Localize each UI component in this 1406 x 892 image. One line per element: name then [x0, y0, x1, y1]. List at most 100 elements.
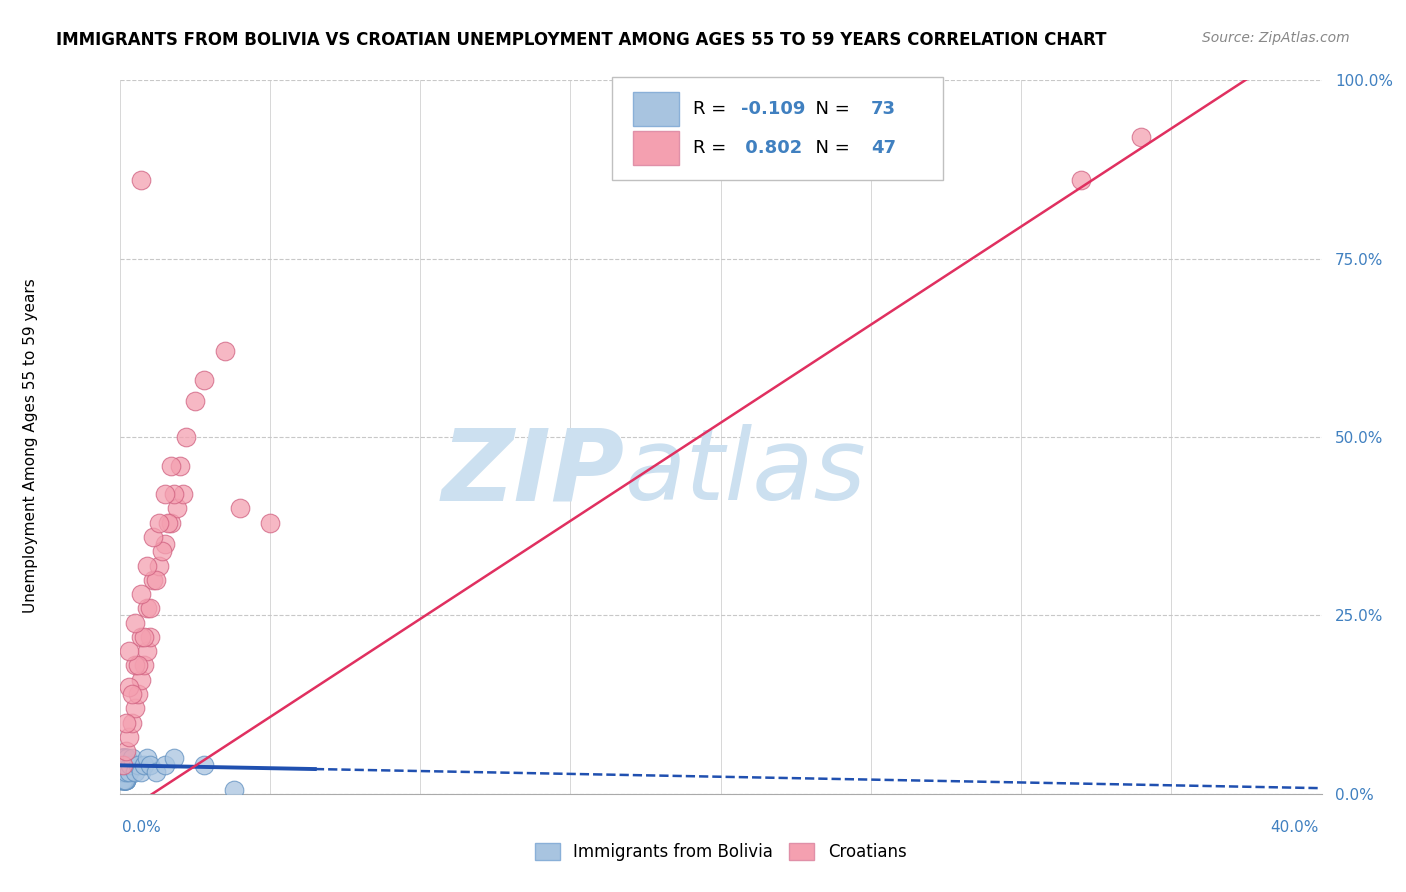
- Point: [132, 758, 155, 772]
- Point: [183, 394, 205, 409]
- Point: [112, 765, 135, 780]
- Point: [111, 765, 134, 780]
- Point: [111, 758, 134, 772]
- Point: [114, 765, 136, 780]
- Point: [132, 630, 155, 644]
- Point: [129, 173, 152, 187]
- Point: [112, 751, 135, 765]
- Point: [117, 644, 139, 658]
- Point: [112, 758, 135, 772]
- Point: [112, 765, 135, 780]
- Point: [135, 601, 157, 615]
- Point: [115, 772, 138, 787]
- Point: [138, 758, 160, 772]
- Point: [117, 758, 139, 772]
- Point: [115, 758, 138, 772]
- Point: [115, 751, 138, 765]
- Point: [114, 758, 136, 772]
- Point: [112, 765, 135, 780]
- Point: [127, 658, 149, 673]
- Point: [159, 458, 181, 473]
- Point: [112, 751, 135, 765]
- Point: [1070, 173, 1092, 187]
- Point: [114, 751, 136, 765]
- Point: [111, 765, 134, 780]
- Point: [110, 772, 132, 787]
- Point: [129, 630, 152, 644]
- Point: [114, 772, 136, 787]
- Text: 47: 47: [870, 139, 896, 157]
- Point: [148, 516, 170, 530]
- Point: [166, 501, 188, 516]
- Point: [115, 751, 138, 765]
- Point: [148, 558, 170, 573]
- Point: [114, 751, 136, 765]
- Point: [118, 758, 141, 772]
- Point: [111, 765, 134, 780]
- Point: [115, 765, 138, 780]
- Point: [112, 751, 135, 765]
- Point: [115, 751, 138, 765]
- Point: [156, 516, 179, 530]
- Point: [111, 758, 134, 772]
- Point: [114, 758, 136, 772]
- Point: [129, 765, 152, 780]
- Point: [111, 765, 134, 780]
- Point: [114, 772, 136, 787]
- Point: [135, 751, 157, 765]
- Text: -0.109: -0.109: [741, 100, 806, 118]
- Point: [145, 765, 167, 780]
- Point: [111, 758, 134, 772]
- Point: [115, 765, 138, 780]
- Point: [135, 558, 157, 573]
- Text: Unemployment Among Ages 55 to 59 years: Unemployment Among Ages 55 to 59 years: [24, 278, 38, 614]
- Point: [114, 772, 136, 787]
- Point: [159, 516, 181, 530]
- Point: [112, 751, 135, 765]
- Point: [117, 765, 139, 780]
- Point: [114, 765, 136, 780]
- Point: [172, 487, 194, 501]
- Text: atlas: atlas: [624, 425, 866, 521]
- Point: [117, 680, 139, 694]
- Point: [115, 772, 138, 787]
- Point: [222, 783, 245, 797]
- Text: 73: 73: [870, 100, 896, 118]
- Point: [193, 758, 215, 772]
- Point: [129, 587, 152, 601]
- Point: [150, 544, 173, 558]
- Point: [129, 673, 152, 687]
- Point: [121, 715, 143, 730]
- Point: [111, 765, 134, 780]
- Point: [162, 487, 184, 501]
- Point: [117, 730, 139, 744]
- Point: [110, 751, 132, 765]
- Point: [114, 758, 136, 772]
- Text: IMMIGRANTS FROM BOLIVIA VS CROATIAN UNEMPLOYMENT AMONG AGES 55 TO 59 YEARS CORRE: IMMIGRANTS FROM BOLIVIA VS CROATIAN UNEM…: [56, 31, 1107, 49]
- FancyBboxPatch shape: [633, 131, 679, 165]
- Point: [193, 373, 215, 387]
- Text: N =: N =: [803, 100, 855, 118]
- Point: [111, 765, 134, 780]
- Point: [112, 772, 135, 787]
- Text: 40.0%: 40.0%: [1271, 821, 1319, 835]
- Point: [114, 772, 136, 787]
- Point: [121, 751, 143, 765]
- Point: [111, 758, 134, 772]
- Text: R =: R =: [693, 100, 733, 118]
- Point: [162, 751, 184, 765]
- Text: R =: R =: [693, 139, 733, 157]
- Point: [112, 765, 135, 780]
- Point: [114, 758, 136, 772]
- Point: [124, 701, 146, 715]
- Point: [214, 344, 236, 359]
- Point: [112, 751, 135, 765]
- Point: [259, 516, 281, 530]
- Point: [138, 630, 160, 644]
- Point: [114, 715, 136, 730]
- Point: [111, 758, 134, 772]
- Point: [111, 772, 134, 787]
- FancyBboxPatch shape: [633, 92, 679, 126]
- Point: [115, 765, 138, 780]
- Point: [111, 758, 134, 772]
